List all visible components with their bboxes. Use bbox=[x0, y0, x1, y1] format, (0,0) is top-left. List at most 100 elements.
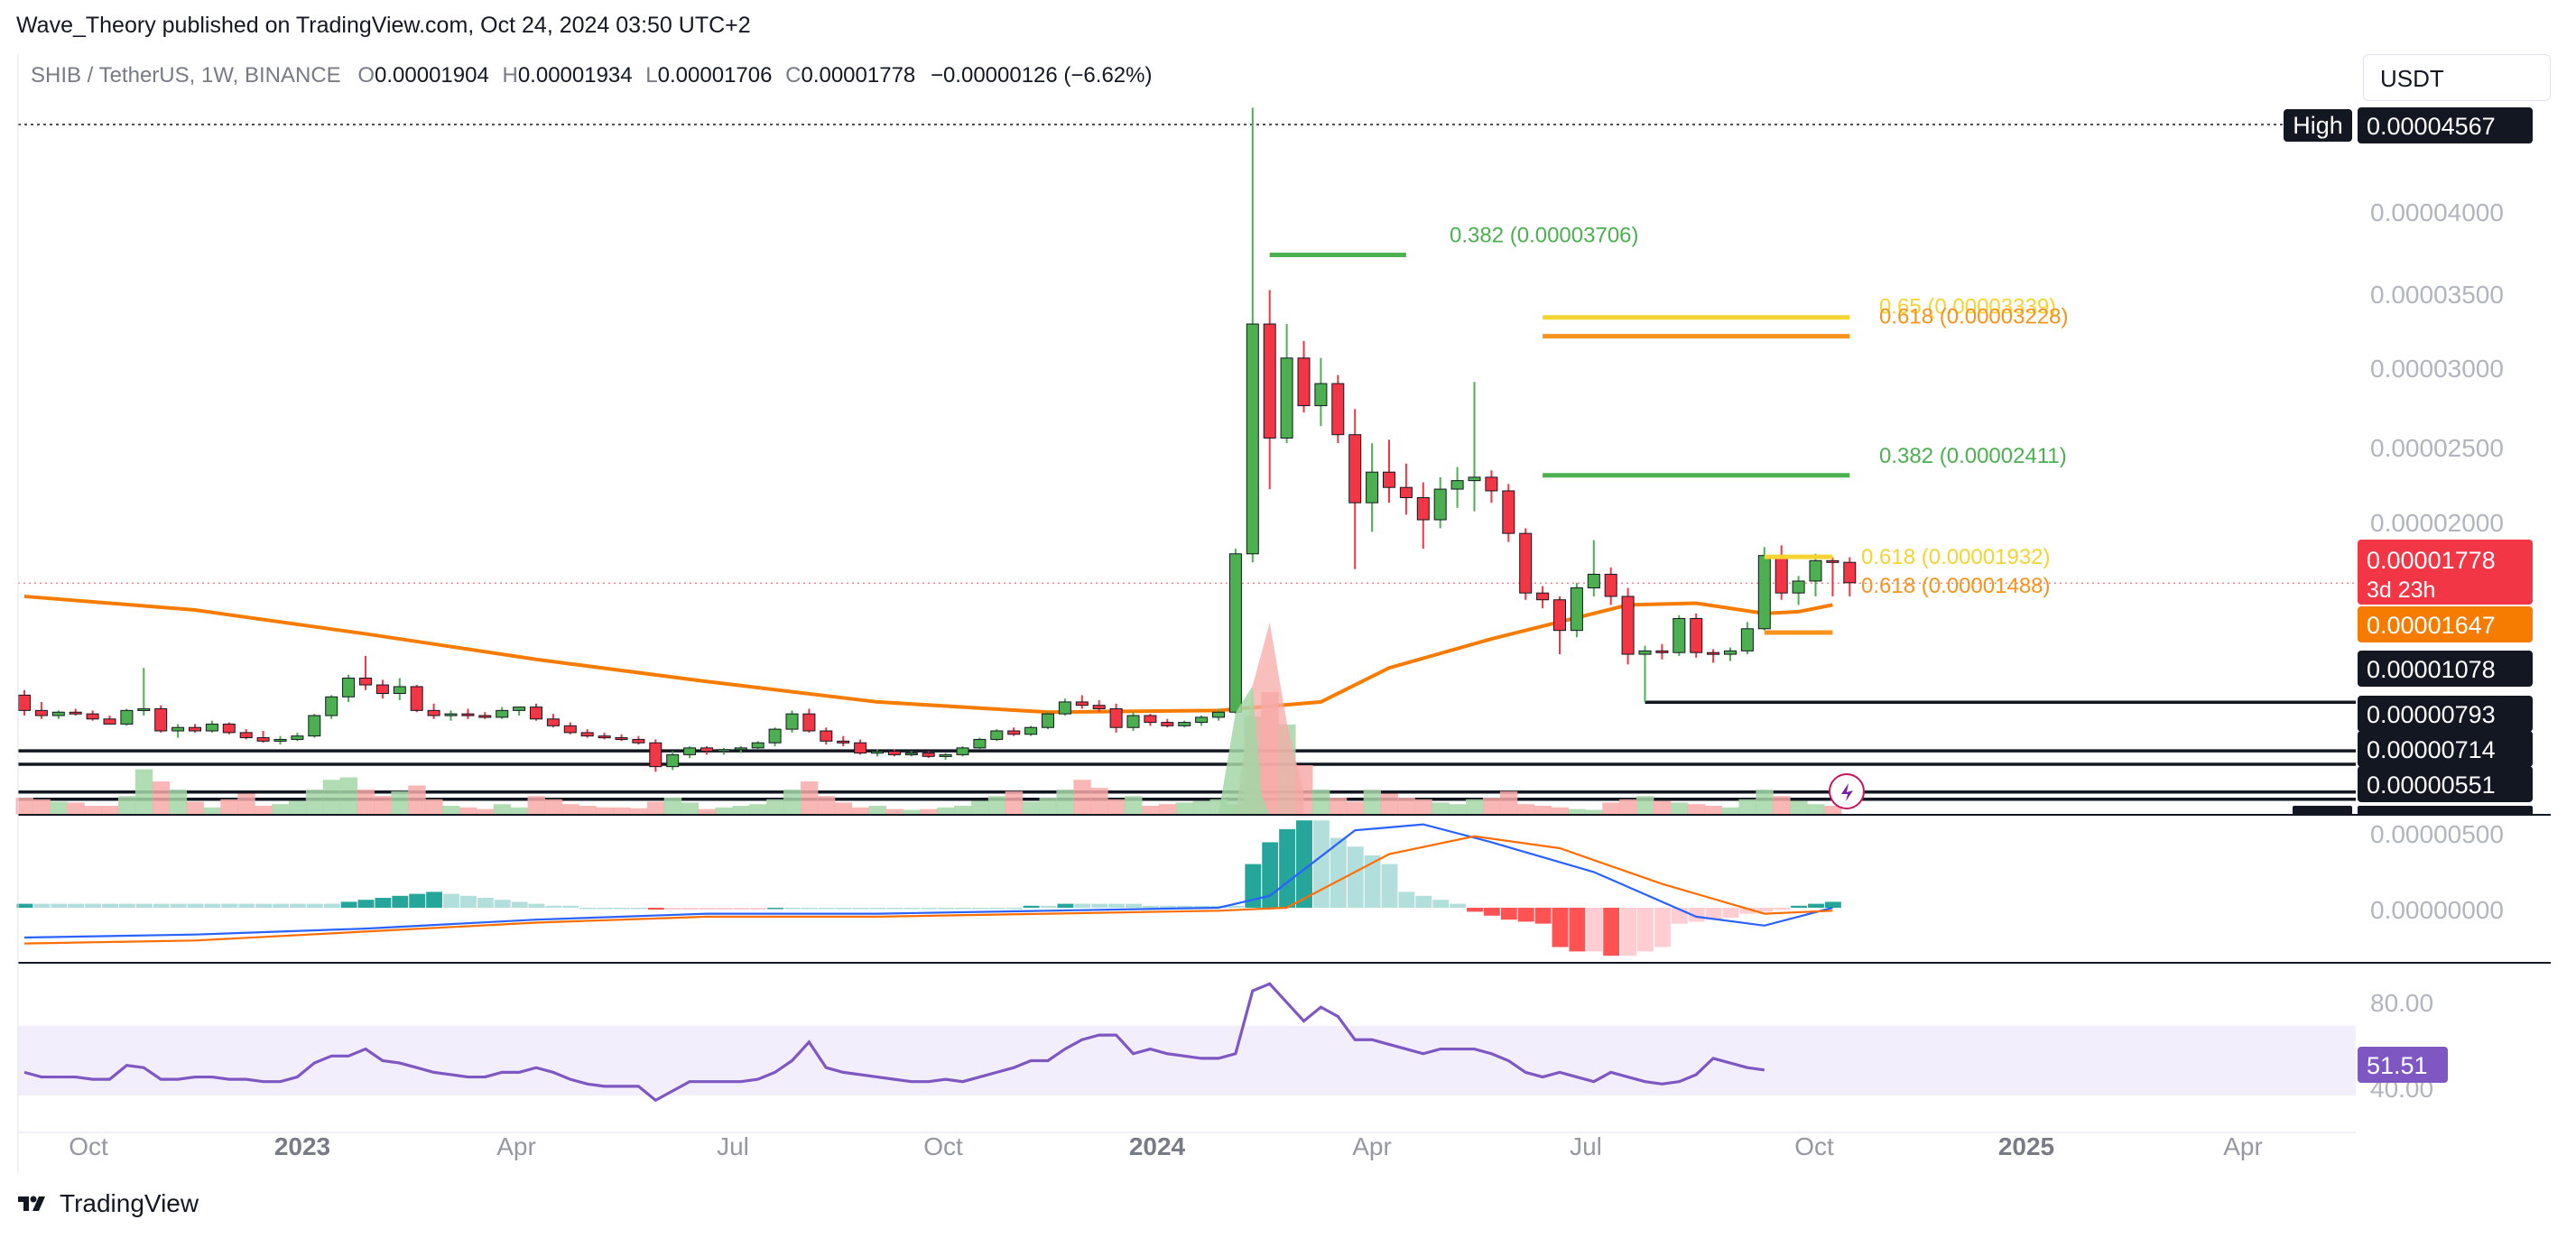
candle bbox=[1757, 555, 1771, 630]
candle bbox=[1774, 555, 1788, 594]
macd-histogram-bar bbox=[971, 908, 988, 910]
ohlc-close: 0.00001778 bbox=[801, 63, 916, 88]
volume-bar bbox=[255, 806, 273, 814]
volume-bar bbox=[1653, 800, 1672, 814]
volume-bar bbox=[800, 781, 819, 814]
volume-bar bbox=[1602, 802, 1620, 814]
rsi-value-tag: 51.51 bbox=[2367, 1052, 2428, 1079]
candle bbox=[1109, 707, 1123, 728]
candle bbox=[1621, 596, 1635, 655]
candle bbox=[1042, 713, 1054, 728]
candle bbox=[530, 707, 542, 720]
candle bbox=[1058, 701, 1071, 715]
x-tick-label: 2023 bbox=[274, 1132, 330, 1160]
y-tick-label: 0.00000000 bbox=[2370, 896, 2504, 924]
macd-histogram-bar bbox=[597, 908, 614, 910]
volume-bar bbox=[885, 808, 903, 814]
candle bbox=[1553, 599, 1566, 632]
candle bbox=[51, 711, 65, 716]
volume-bar bbox=[715, 807, 733, 814]
macd-histogram-bar bbox=[1347, 846, 1364, 908]
rsi-line bbox=[23, 982, 1765, 1103]
macd-histogram-bar bbox=[1193, 905, 1210, 908]
candle bbox=[1399, 486, 1413, 499]
macd-histogram-bar bbox=[409, 893, 426, 908]
tradingview-brand[interactable]: TradingView bbox=[16, 1189, 199, 1218]
volume-bar bbox=[1192, 800, 1211, 814]
candle bbox=[1212, 711, 1225, 718]
macd-histogram-bar bbox=[750, 908, 767, 910]
macd-histogram-bar bbox=[545, 905, 562, 908]
volume-bar bbox=[425, 799, 443, 814]
candle bbox=[86, 713, 99, 720]
volume-bar bbox=[1039, 798, 1057, 814]
symbol-name[interactable]: SHIB / TetherUS, 1W, BINANCE bbox=[31, 63, 341, 88]
macd-histogram-bar bbox=[1398, 892, 1415, 908]
macd-histogram-bar bbox=[1245, 864, 1262, 908]
candle bbox=[1263, 323, 1276, 439]
macd-histogram-bar bbox=[938, 908, 955, 910]
volume-bar bbox=[698, 808, 716, 814]
candle bbox=[1826, 559, 1839, 563]
candle bbox=[1519, 532, 1533, 594]
ohlc-open: 0.00001904 bbox=[375, 63, 489, 88]
candle bbox=[205, 723, 218, 732]
x-tick-label: Jul bbox=[1570, 1132, 1602, 1160]
candles-group bbox=[18, 107, 1857, 772]
volume-bar bbox=[459, 807, 477, 814]
candle bbox=[308, 715, 321, 737]
candle bbox=[1673, 617, 1686, 653]
candle bbox=[1416, 497, 1430, 521]
candle bbox=[1604, 573, 1617, 597]
macd-histogram-bar bbox=[1637, 908, 1654, 952]
macd-histogram-bar bbox=[153, 903, 170, 908]
volume-bar bbox=[851, 807, 870, 814]
fib-level-label: 0.618 (0.00001488) bbox=[1861, 574, 2051, 598]
candle bbox=[427, 709, 440, 716]
candle bbox=[1348, 434, 1362, 504]
volume-bar bbox=[357, 790, 375, 814]
volume-bar bbox=[1585, 809, 1603, 814]
candle bbox=[717, 749, 730, 753]
x-tick-label: Apr bbox=[1352, 1132, 1392, 1160]
macd-histogram-bar bbox=[1415, 895, 1432, 908]
support-price-tag: 0.00000714 bbox=[2367, 736, 2496, 763]
macd-histogram-bar bbox=[170, 903, 187, 908]
macd-histogram-bar bbox=[1074, 903, 1091, 908]
macd-histogram-bar bbox=[204, 903, 221, 908]
volume-spike bbox=[1219, 686, 1270, 814]
candle bbox=[1280, 357, 1293, 439]
candle bbox=[18, 694, 31, 711]
macd-histogram-bar bbox=[494, 900, 511, 908]
candle bbox=[461, 713, 475, 716]
volume-bar bbox=[476, 808, 495, 814]
volume-bar bbox=[527, 796, 545, 814]
macd-histogram-bar bbox=[733, 908, 750, 910]
ohlc-high: 0.00001934 bbox=[517, 63, 633, 88]
candle bbox=[973, 738, 987, 749]
candle bbox=[1740, 628, 1754, 651]
support-price-tag: 0.00000793 bbox=[2367, 701, 2496, 728]
y-tick-label: 0.00000500 bbox=[2370, 820, 2504, 848]
volume-bar bbox=[987, 796, 1006, 814]
volume-bar bbox=[50, 801, 68, 814]
volume-bar bbox=[1414, 799, 1432, 814]
macd-histogram-bar bbox=[1364, 855, 1381, 908]
candle bbox=[1075, 701, 1089, 707]
currency-selector[interactable]: USDT bbox=[2363, 54, 2551, 101]
volume-bar bbox=[391, 790, 409, 814]
macd-histogram-bar bbox=[1603, 908, 1620, 956]
macd-histogram-bar bbox=[51, 903, 68, 908]
macd-histogram-bar bbox=[1432, 900, 1450, 908]
candle bbox=[632, 738, 645, 744]
macd-histogram-bar bbox=[886, 908, 903, 910]
macd-histogram-bar bbox=[579, 908, 597, 910]
y-tick-label: 0.00003500 bbox=[2370, 281, 2504, 309]
macd-histogram-bar bbox=[1722, 908, 1739, 918]
volume-bar bbox=[305, 790, 324, 814]
volume-bar bbox=[67, 802, 85, 814]
macd-histogram-bar bbox=[835, 908, 852, 910]
macd-histogram-bar bbox=[1312, 820, 1330, 908]
volume-bar bbox=[1790, 800, 1808, 814]
